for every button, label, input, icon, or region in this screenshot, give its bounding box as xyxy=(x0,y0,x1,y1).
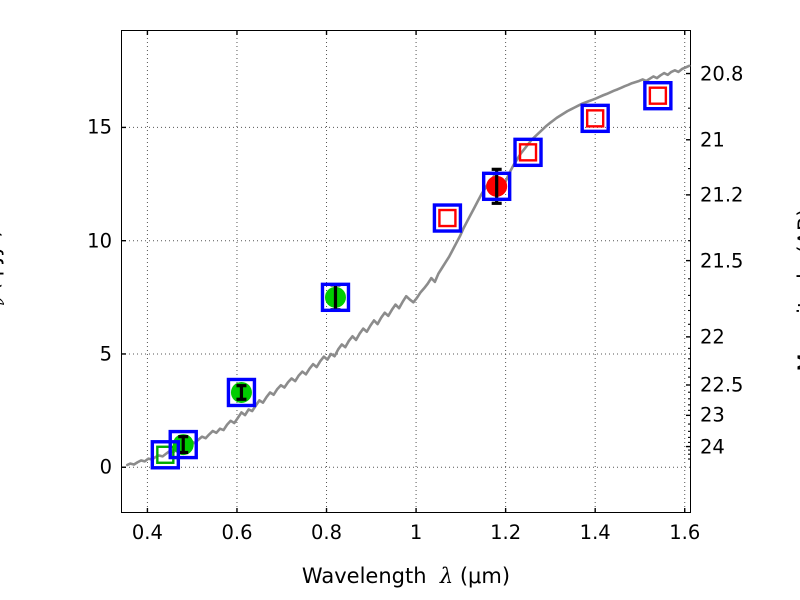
synthetic-filter-photometry-marker xyxy=(432,203,463,233)
x-tick-label-1: 0.6 xyxy=(221,521,253,544)
y-axis-left-label-prefix: Flux xyxy=(0,326,4,371)
y-tick-label-left-0: 0 xyxy=(99,455,112,479)
model-photometry-nearir-marker xyxy=(518,143,538,162)
x-tick-label-0: 0.4 xyxy=(131,521,163,544)
y-axis-left-label: Flux Fν ( μJy ) xyxy=(0,229,8,370)
y-tick-label-right-0: 20.8 xyxy=(700,62,744,86)
y-tick-label-right-5: 22.5 xyxy=(700,373,744,397)
synthetic-filter-photometry-marker xyxy=(643,80,673,111)
flux-subscript: ν xyxy=(0,298,8,306)
synthetic-filter-photometry-marker xyxy=(481,171,512,202)
observed-photometry-optical-marker xyxy=(230,381,252,403)
y-tick-label-left-3: 15 xyxy=(87,115,112,139)
model-photometry-optical-marker xyxy=(156,445,175,464)
spectrum-line xyxy=(125,64,691,467)
flux-symbol: F xyxy=(0,306,4,321)
grid-lines xyxy=(121,30,691,513)
y-tick-label-right-3: 21.5 xyxy=(700,249,744,273)
synthetic-filter-photometry-marker xyxy=(320,282,351,313)
lambda-symbol: λ xyxy=(439,564,454,588)
synthetic-filter-photometry-marker xyxy=(580,103,610,134)
x-tick-label-5: 1.4 xyxy=(579,521,611,544)
x-tick-label-3: 1 xyxy=(409,521,423,544)
synthetic-filter-photometry-marker xyxy=(168,429,198,460)
observed-photometry-optical-marker xyxy=(324,283,346,312)
x-tick-label-4: 1.2 xyxy=(490,521,522,544)
model-photometry-nearir-marker xyxy=(438,208,457,228)
observed-photometry-optical-marker xyxy=(172,434,194,456)
synthetic-filter-photometry-marker xyxy=(513,137,543,168)
x-tick-label-6: 1.6 xyxy=(669,521,701,544)
y-tick-label-right-4: 22 xyxy=(700,325,725,349)
y-tick-label-right-1: 21 xyxy=(700,128,725,152)
synthetic-filter-photometry-marker xyxy=(226,377,257,408)
y-tick-label-right-2: 21.2 xyxy=(700,183,744,207)
x-axis-label-prefix: Wavelength xyxy=(301,564,427,588)
y-tick-label-left-2: 10 xyxy=(87,229,112,253)
tick-marks xyxy=(121,30,691,513)
x-axis-label-units: (μm) xyxy=(459,564,511,588)
model-photometry-nearir-marker xyxy=(585,109,605,128)
x-axis-label: Wavelength λ (μm) xyxy=(302,564,510,588)
x-tick-label-2: 0.8 xyxy=(311,521,343,544)
data-markers xyxy=(150,80,673,470)
y-tick-label-left-1: 5 xyxy=(99,342,112,366)
model-photometry-nearir-marker xyxy=(648,86,668,105)
synthetic-filter-photometry-marker xyxy=(150,440,181,470)
y-axis-left-units: ( μJy ) xyxy=(0,229,4,291)
y-tick-label-right-7: 24 xyxy=(700,435,725,459)
y-tick-label-right-6: 23 xyxy=(700,403,725,427)
y-axis-right-label: Magnitude (AB) xyxy=(794,208,800,372)
